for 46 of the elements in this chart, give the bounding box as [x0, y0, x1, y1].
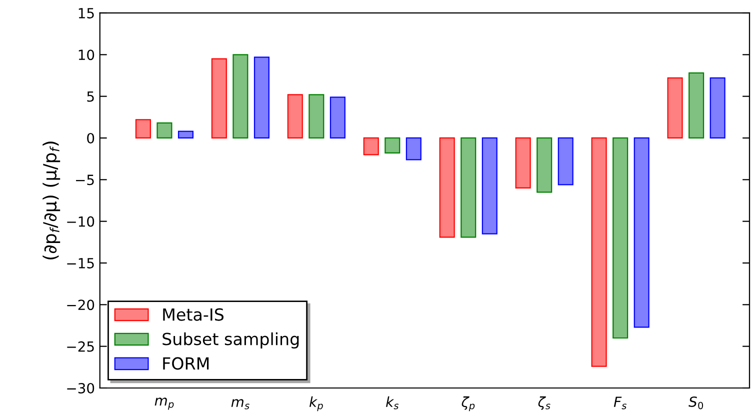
y-tick-label: −25 [67, 341, 94, 352]
y-axis-title: (∂p$_{f}$/∂μ) (μ/p$_{f}$) [42, 142, 60, 260]
y-tick-label: 5 [87, 91, 94, 102]
legend-label: FORM [163, 357, 209, 370]
bar [482, 137, 498, 234]
y-tick-label: −30 [67, 382, 94, 394]
bar [363, 137, 379, 156]
y-tick-label: 15 [78, 8, 94, 18]
y-tick-label: 0 [87, 132, 94, 144]
y-tick-label: −20 [67, 300, 94, 310]
x-tick-label: k$_{s}$ [386, 396, 399, 410]
bar [135, 119, 151, 139]
y-tick-label: −15 [67, 258, 94, 268]
bar [612, 137, 628, 339]
bar [558, 137, 574, 186]
bar [710, 77, 726, 139]
bar [688, 72, 704, 139]
bar [384, 137, 400, 154]
bar [536, 137, 552, 193]
bar [330, 96, 346, 139]
x-tick-label: S$_{0}$ [688, 396, 704, 410]
bar [178, 130, 194, 139]
bar [406, 137, 422, 160]
bar [634, 137, 650, 328]
y-tick-label: −5 [76, 174, 94, 186]
bar [308, 94, 324, 139]
bar [254, 56, 270, 139]
x-tick-label: m$_{p}$ [154, 398, 174, 410]
bar [156, 122, 172, 139]
bar [515, 137, 531, 189]
bar [232, 54, 248, 139]
bar [287, 94, 303, 139]
legend-label: Meta-IS [163, 308, 224, 321]
y-tick-label: 10 [78, 50, 94, 60]
bar [439, 137, 455, 238]
x-tick-label: m$_{s}$ [231, 399, 250, 410]
x-tick-label: k$_{p}$ [309, 396, 323, 412]
x-tick-label: ζ$_{p}$ [462, 396, 475, 412]
x-tick-label: F$_{s}$ [614, 396, 627, 410]
y-tick-label: −10 [67, 216, 94, 227]
bar [667, 77, 683, 139]
bar [591, 137, 607, 367]
x-tick-label: ζ$_{s}$ [538, 396, 550, 410]
bar [211, 58, 227, 139]
legend-label: Subset sampling [162, 332, 299, 349]
bar [460, 137, 476, 238]
